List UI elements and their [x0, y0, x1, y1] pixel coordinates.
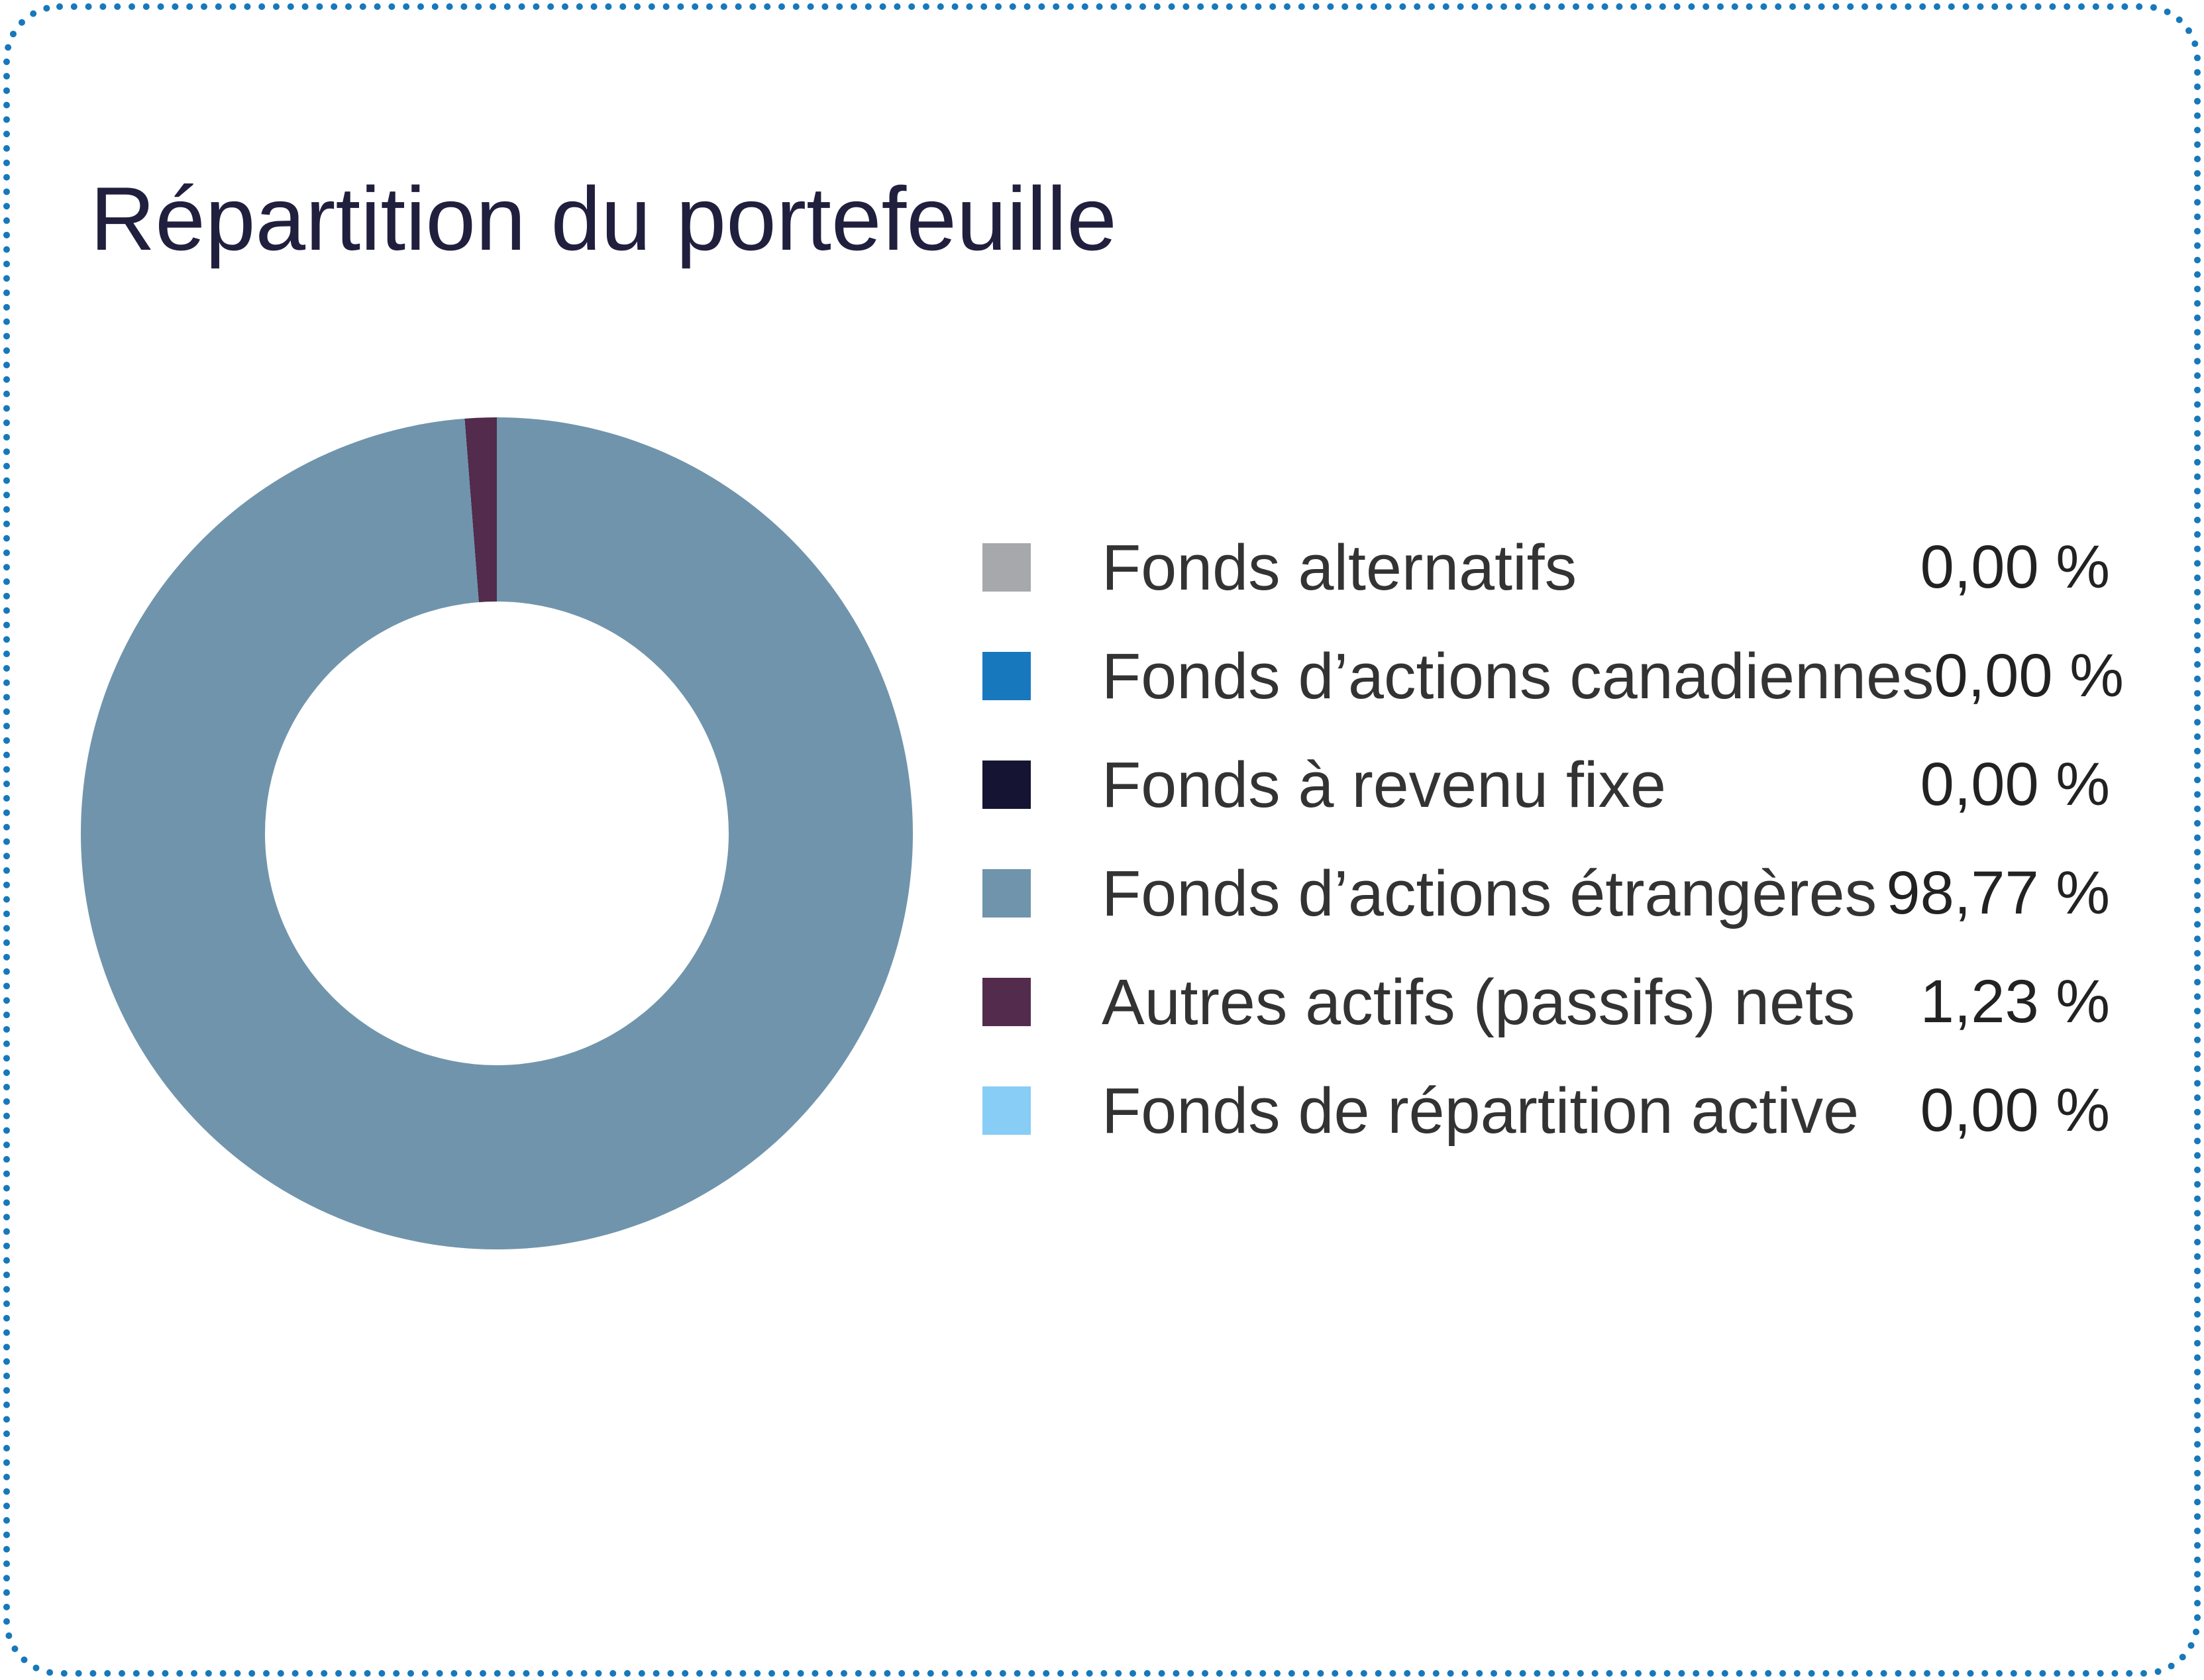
- legend-label: Fonds d’actions canadiennes: [1102, 639, 1934, 712]
- legend-item: Fonds d’actions canadiennes 0,00 %: [982, 640, 2124, 712]
- legend-item: Fonds de répartition active 0,00 %: [982, 1075, 2110, 1147]
- legend-label: Autres actifs (passifs) nets: [1102, 965, 1856, 1038]
- legend-swatch: [982, 869, 1031, 918]
- legend-item: Fonds à revenu fixe 0,00 %: [982, 749, 2110, 821]
- legend-value: 0,00 %: [1920, 751, 2110, 818]
- legend-item: Fonds d’actions étrangères 98,77 %: [982, 857, 2110, 929]
- legend-swatch: [982, 1086, 1031, 1135]
- donut-chart-area: [81, 417, 913, 1249]
- legend-item: Autres actifs (passifs) nets 1,23 %: [982, 966, 2110, 1038]
- legend-value: 98,77 %: [1886, 859, 2110, 927]
- legend-value: 0,00 %: [1920, 533, 2110, 601]
- legend-label: Fonds de répartition active: [1102, 1074, 1860, 1147]
- legend-swatch: [982, 543, 1031, 592]
- legend-value: 0,00 %: [1934, 642, 2124, 709]
- legend-label: Fonds alternatifs: [1102, 531, 1577, 604]
- legend-swatch: [982, 978, 1031, 1026]
- chart-title: Répartition du portefeuille: [90, 168, 1117, 269]
- legend-swatch: [982, 652, 1031, 700]
- legend-label: Fonds d’actions étrangères: [1102, 857, 1877, 929]
- donut-hole: [265, 602, 729, 1065]
- legend: Fonds alternatifs 0,00 % Fonds d’actions…: [982, 531, 2124, 1147]
- legend-item: Fonds alternatifs 0,00 %: [982, 531, 2110, 604]
- legend-value: 0,00 %: [1920, 1076, 2110, 1144]
- legend-value: 1,23 %: [1920, 968, 2110, 1035]
- legend-swatch: [982, 761, 1031, 809]
- legend-label: Fonds à revenu fixe: [1102, 748, 1666, 821]
